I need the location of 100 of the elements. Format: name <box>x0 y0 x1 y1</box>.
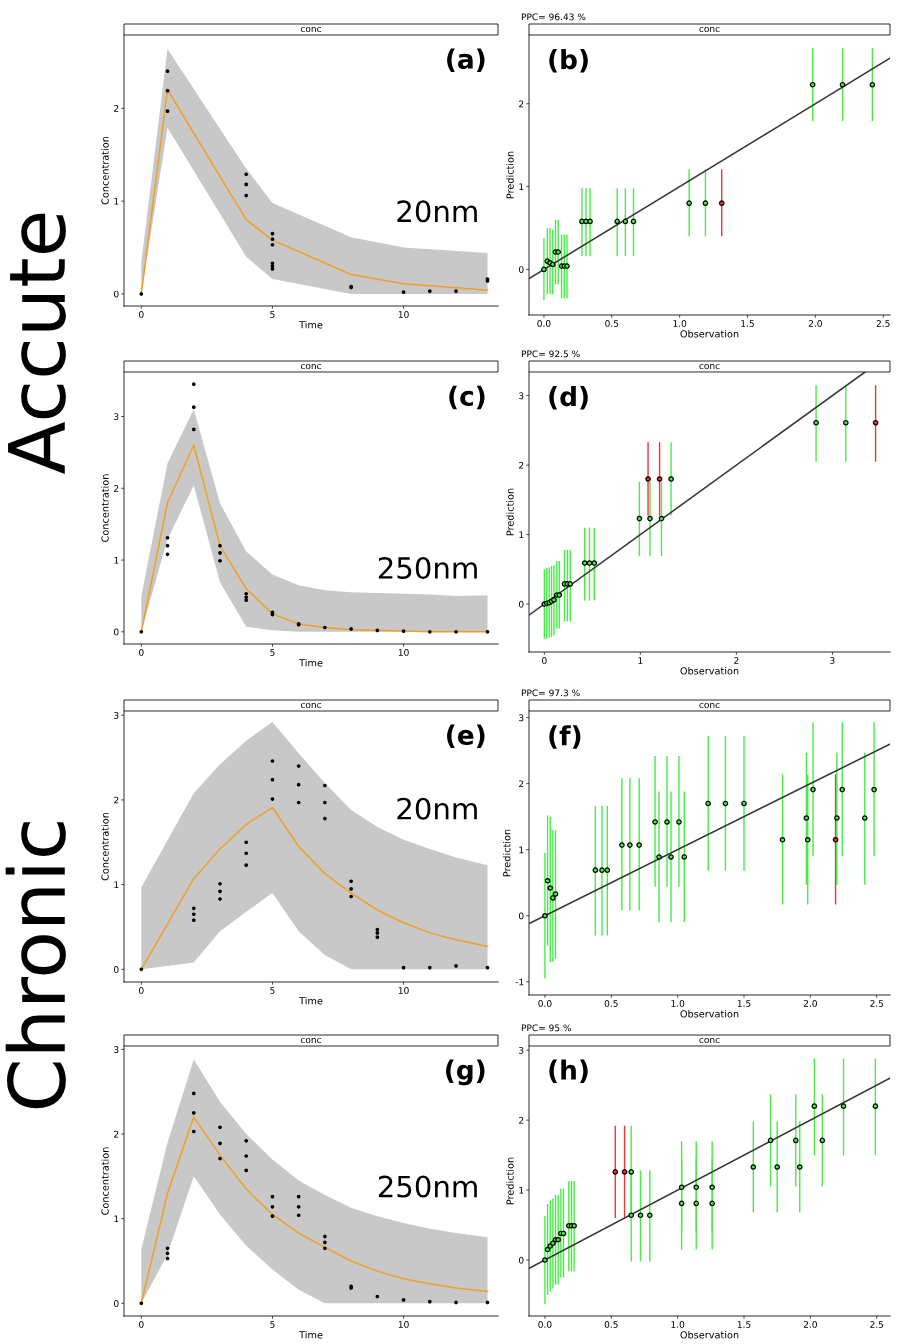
chart-title: PPC= 92.5 % <box>521 350 580 358</box>
x-tick-label: 2.0 <box>803 1321 817 1328</box>
y-tick-label: 3 <box>519 1046 524 1054</box>
x-axis-title: Observation <box>680 1330 739 1339</box>
y-axis-title: Concentration <box>101 1147 109 1215</box>
x-tick-label: 5 <box>270 987 275 994</box>
y-axis-title: Prediction <box>506 488 514 536</box>
y-tick-label: 2 <box>114 105 119 112</box>
x-tick-label: 10 <box>398 987 409 994</box>
chart-subtitle: conc <box>699 363 720 370</box>
x-tick-label: 5 <box>270 311 275 318</box>
x-tick-label: 0 <box>139 1321 144 1328</box>
x-tick-label: 0.5 <box>605 320 619 327</box>
y-tick-label: 1 <box>114 881 119 889</box>
x-tick-label: 2.0 <box>808 320 822 327</box>
y-tick-label: 1 <box>114 556 119 564</box>
annotation: (g) <box>446 1059 485 1086</box>
y-tick-label: 2 <box>519 100 524 108</box>
y-tick-label: 0 <box>113 290 119 298</box>
x-axis-title: Observation <box>680 666 739 675</box>
y-tick-label: 1 <box>519 1186 524 1194</box>
x-tick-label: 2.5 <box>870 1000 884 1007</box>
x-axis-title: Observation <box>680 1009 739 1018</box>
annotation: 250nm <box>378 556 477 580</box>
x-tick-label: 0 <box>139 311 144 318</box>
y-tick-label: 2 <box>519 461 524 469</box>
y-axis-title: Prediction <box>506 151 514 199</box>
x-tick-label: 0 <box>139 987 144 994</box>
y-tick-label: 3 <box>114 413 119 421</box>
x-tick-label: 1.5 <box>737 1000 751 1007</box>
x-tick-label: 1 <box>638 657 643 664</box>
y-tick-label: 0 <box>518 266 524 273</box>
x-axis-title: Observation <box>680 329 739 338</box>
x-tick-label: 3 <box>830 657 835 664</box>
x-tick-label: 0 <box>542 657 547 664</box>
y-tick-label: 2 <box>114 1130 119 1138</box>
y-tick-label: 2 <box>114 796 119 804</box>
y-tick-label: 0 <box>518 912 524 920</box>
chart-subtitle: conc <box>300 363 322 370</box>
chart-subtitle: conc <box>699 702 720 709</box>
x-tick-label: 1.0 <box>673 320 687 327</box>
y-axis-title: Concentration <box>101 136 109 205</box>
x-axis-title: Time <box>299 996 323 1005</box>
x-tick-label: 1.0 <box>671 1000 685 1007</box>
x-axis-title: Time <box>299 1330 323 1339</box>
y-tick-label: 3 <box>114 1046 119 1053</box>
y-tick-label: 0 <box>518 1256 524 1264</box>
annotation: (d) <box>549 386 588 410</box>
x-axis-title: Time <box>299 658 323 667</box>
x-tick-label: 2.0 <box>803 1000 817 1007</box>
x-tick-label: 2.5 <box>876 320 890 327</box>
x-tick-label: 0 <box>139 649 144 656</box>
y-tick-label: 0 <box>113 966 119 973</box>
x-tick-label: 10 <box>398 1321 409 1328</box>
annotation: (h) <box>549 1059 588 1084</box>
x-tick-label: 1.5 <box>737 1321 751 1328</box>
chart-subtitle: conc <box>699 1037 720 1044</box>
y-tick-label: 1 <box>519 531 524 539</box>
chart-title: PPC= 95 % <box>521 1024 572 1032</box>
y-tick-label: 1 <box>114 1215 119 1223</box>
chart-subtitle: conc <box>300 26 322 33</box>
annotation: 250nm <box>378 1175 477 1198</box>
y-tick-label: 1 <box>519 846 524 854</box>
annotation: 20nm <box>397 200 477 223</box>
y-tick-label: 2 <box>114 484 119 492</box>
x-tick-label: 10 <box>398 311 409 318</box>
annotation: 20nm <box>397 797 477 820</box>
x-axis-title: Time <box>299 320 323 329</box>
y-axis-title: Concentration <box>101 474 109 542</box>
x-tick-label: 5 <box>270 649 275 656</box>
y-axis-title: Prediction <box>502 829 511 877</box>
annotation: (b) <box>549 49 588 73</box>
y-tick-label: 2 <box>519 1116 524 1124</box>
x-tick-label: 5 <box>270 1321 275 1328</box>
y-tick-label: 1 <box>114 197 119 205</box>
x-tick-label: 1.0 <box>671 1321 685 1328</box>
y-tick-label: 1 <box>519 183 524 191</box>
annotation: (c) <box>449 385 485 410</box>
chart-subtitle: conc <box>699 26 720 33</box>
x-tick-label: 0.0 <box>538 1000 552 1007</box>
y-tick-label: 2 <box>519 780 524 788</box>
x-tick-label: 1.5 <box>741 320 754 327</box>
x-tick-label: 2.5 <box>870 1321 884 1328</box>
text: Chronic <box>5 822 66 1109</box>
chart-subtitle: conc <box>300 1037 322 1044</box>
y-tick-label: 0 <box>113 1300 119 1307</box>
chart-subtitle: conc <box>300 702 322 709</box>
y-axis-title: Concentration <box>101 812 109 881</box>
y-tick-label: 3 <box>519 392 524 400</box>
y-axis-title: Prediction <box>506 1157 514 1205</box>
y-tick-label: 0 <box>518 600 524 608</box>
x-tick-label: 10 <box>398 649 409 656</box>
x-tick-label: 0.0 <box>537 320 551 327</box>
x-tick-label: 0.0 <box>538 1321 552 1328</box>
annotation: (a) <box>447 48 485 73</box>
annotation: (e) <box>447 724 485 749</box>
chart-title: PPC= 97.3 % <box>521 689 580 697</box>
text: Accute <box>8 213 66 474</box>
y-tick-label: 3 <box>114 711 119 719</box>
x-tick-label: 0.5 <box>604 1321 618 1328</box>
